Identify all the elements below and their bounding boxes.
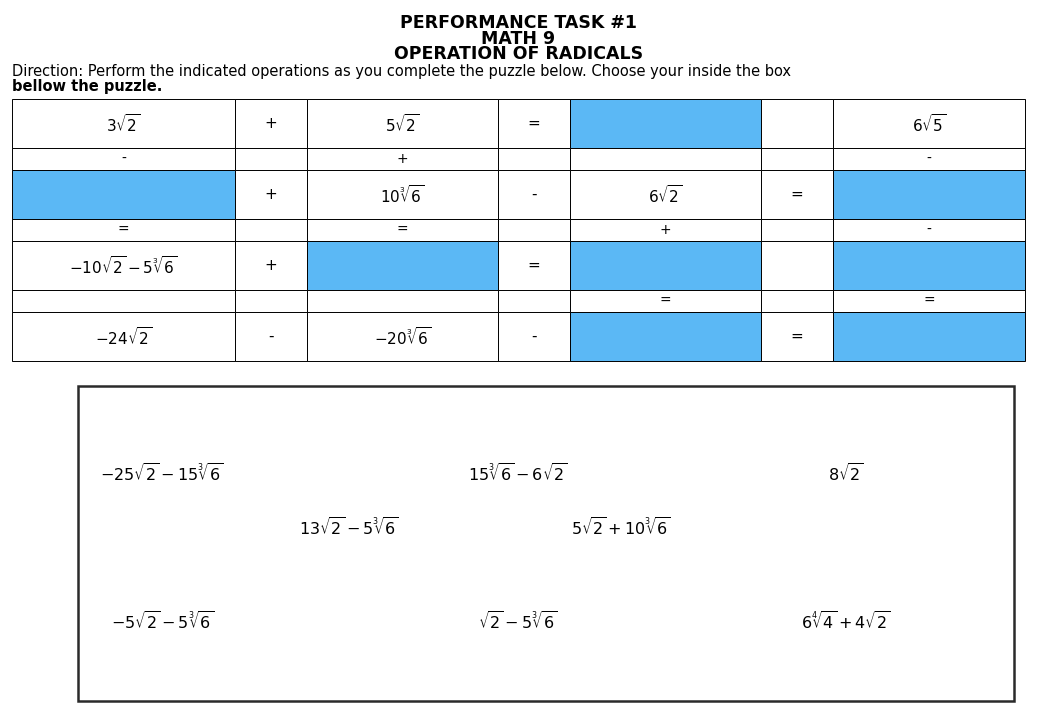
Bar — [498, 219, 569, 241]
Text: =: = — [660, 294, 671, 308]
Text: $5\sqrt{2}+10\sqrt[3]{6}$: $5\sqrt{2}+10\sqrt[3]{6}$ — [571, 517, 671, 539]
Bar — [761, 170, 833, 219]
Bar — [498, 148, 569, 170]
Text: -: - — [531, 329, 536, 344]
Text: $-5\sqrt{2}-5\sqrt[3]{6}$: $-5\sqrt{2}-5\sqrt[3]{6}$ — [111, 611, 214, 633]
Bar — [307, 312, 498, 361]
Bar — [12, 170, 234, 219]
Bar — [569, 170, 761, 219]
Bar — [833, 99, 1025, 148]
Text: $13\sqrt{2}-5\sqrt[3]{6}$: $13\sqrt{2}-5\sqrt[3]{6}$ — [300, 517, 399, 539]
Bar — [498, 290, 569, 312]
Text: $10\sqrt[3]{6}$: $10\sqrt[3]{6}$ — [380, 183, 424, 205]
Text: $6\sqrt{5}$: $6\sqrt{5}$ — [912, 113, 946, 135]
Bar — [833, 170, 1025, 219]
Text: -: - — [926, 223, 931, 237]
Text: $15\sqrt[3]{6}-6\sqrt{2}$: $15\sqrt[3]{6}-6\sqrt{2}$ — [468, 463, 568, 485]
Text: -: - — [121, 152, 127, 166]
Bar — [12, 290, 234, 312]
Bar — [234, 241, 307, 290]
Bar — [498, 241, 569, 290]
Bar — [569, 219, 761, 241]
Bar — [307, 290, 498, 312]
Text: +: + — [660, 223, 671, 237]
Bar — [569, 99, 761, 148]
Bar — [569, 290, 761, 312]
Bar — [761, 312, 833, 361]
Bar — [833, 290, 1025, 312]
Text: =: = — [791, 187, 804, 202]
Bar — [833, 219, 1025, 241]
Bar — [498, 99, 569, 148]
Bar — [307, 148, 498, 170]
Bar — [569, 312, 761, 361]
Bar — [498, 312, 569, 361]
Bar — [307, 219, 498, 241]
Bar — [234, 312, 307, 361]
Bar — [234, 219, 307, 241]
Bar — [12, 99, 234, 148]
Bar — [12, 241, 234, 290]
Bar — [307, 170, 498, 219]
Bar — [307, 241, 498, 290]
Text: bellow the puzzle.: bellow the puzzle. — [12, 79, 163, 94]
Bar — [761, 290, 833, 312]
Text: $-24\sqrt{2}$: $-24\sqrt{2}$ — [95, 326, 152, 348]
Text: OPERATION OF RADICALS: OPERATION OF RADICALS — [394, 45, 643, 63]
Text: $8\sqrt{2}$: $8\sqrt{2}$ — [828, 463, 864, 485]
Text: -: - — [268, 329, 274, 344]
Bar — [569, 148, 761, 170]
Bar — [761, 219, 833, 241]
Bar — [833, 312, 1025, 361]
Bar — [234, 148, 307, 170]
Text: $\sqrt{2}-5\sqrt[3]{6}$: $\sqrt{2}-5\sqrt[3]{6}$ — [478, 611, 558, 633]
Text: =: = — [528, 116, 540, 131]
Bar — [234, 170, 307, 219]
Text: +: + — [264, 187, 277, 202]
Bar — [307, 99, 498, 148]
Text: $-20\sqrt[3]{6}$: $-20\sqrt[3]{6}$ — [373, 326, 430, 348]
Text: =: = — [118, 223, 130, 237]
Bar — [833, 241, 1025, 290]
Bar — [78, 386, 1014, 701]
Text: =: = — [396, 223, 408, 237]
Text: $5\sqrt{2}$: $5\sqrt{2}$ — [385, 113, 420, 135]
Text: MATH 9: MATH 9 — [481, 30, 556, 47]
Bar — [234, 290, 307, 312]
Bar — [761, 148, 833, 170]
Bar — [498, 170, 569, 219]
Bar — [12, 219, 234, 241]
Text: -: - — [531, 187, 536, 202]
Text: =: = — [923, 294, 934, 308]
Bar — [234, 99, 307, 148]
Bar — [761, 99, 833, 148]
Bar — [569, 241, 761, 290]
Text: +: + — [264, 116, 277, 131]
Text: Direction: Perform the indicated operations as you complete the puzzle below. Ch: Direction: Perform the indicated operati… — [12, 64, 791, 79]
Text: -: - — [926, 152, 931, 166]
Bar — [12, 312, 234, 361]
Text: $-25\sqrt{2}-15\sqrt[3]{6}$: $-25\sqrt{2}-15\sqrt[3]{6}$ — [101, 463, 224, 485]
Text: =: = — [528, 258, 540, 273]
Text: $6\sqrt{2}$: $6\sqrt{2}$ — [648, 183, 682, 205]
Text: $6\sqrt[4]{4}+4\sqrt{2}$: $6\sqrt[4]{4}+4\sqrt{2}$ — [801, 611, 891, 633]
Bar — [761, 241, 833, 290]
Text: PERFORMANCE TASK #1: PERFORMANCE TASK #1 — [400, 14, 637, 32]
Bar — [12, 148, 234, 170]
Text: $3\sqrt{2}$: $3\sqrt{2}$ — [106, 113, 141, 135]
Text: $-10\sqrt{2}-5\sqrt[3]{6}$: $-10\sqrt{2}-5\sqrt[3]{6}$ — [69, 255, 177, 277]
Text: =: = — [791, 329, 804, 344]
Bar — [833, 148, 1025, 170]
Text: +: + — [264, 258, 277, 273]
Text: +: + — [396, 152, 408, 166]
